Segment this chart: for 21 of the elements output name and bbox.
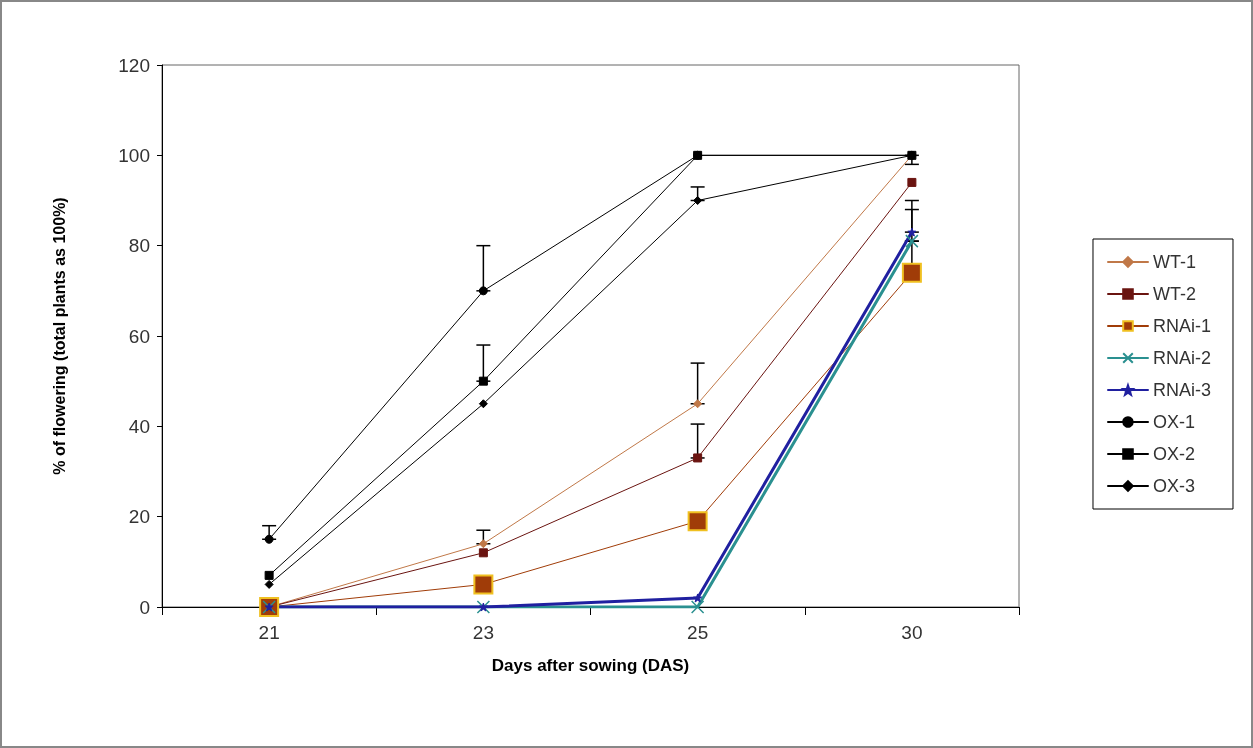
- x-tick-label: 21: [258, 622, 280, 643]
- x-tick-label: 25: [687, 622, 709, 643]
- legend-label: OX-3: [1152, 476, 1196, 496]
- legend-label: RNAi-3: [1152, 380, 1212, 400]
- y-tick-label: 100: [118, 144, 150, 166]
- legend-label: RNAi-2: [1152, 348, 1212, 368]
- legend-label: OX-2: [1152, 444, 1196, 464]
- x-tick-label: 30: [901, 622, 923, 643]
- y-tick-label: 60: [128, 325, 150, 347]
- y-tick-label: 80: [128, 235, 150, 257]
- y-tick-label: 0: [139, 596, 150, 618]
- y-tick-label: 120: [118, 54, 150, 76]
- legend-label: WT-2: [1152, 284, 1196, 304]
- legend-label: RNAi-1: [1152, 316, 1212, 336]
- y-tick-label: 40: [128, 415, 150, 437]
- x-tick-label: 23: [472, 622, 494, 643]
- legend-label: OX-1: [1152, 412, 1196, 432]
- legend-label: WT-1: [1152, 252, 1196, 272]
- y-axis-title: % of flowering (total plants as 100%): [50, 197, 68, 475]
- y-tick-label: 20: [128, 506, 150, 528]
- x-axis-title: Days after sowing (DAS): [491, 656, 690, 675]
